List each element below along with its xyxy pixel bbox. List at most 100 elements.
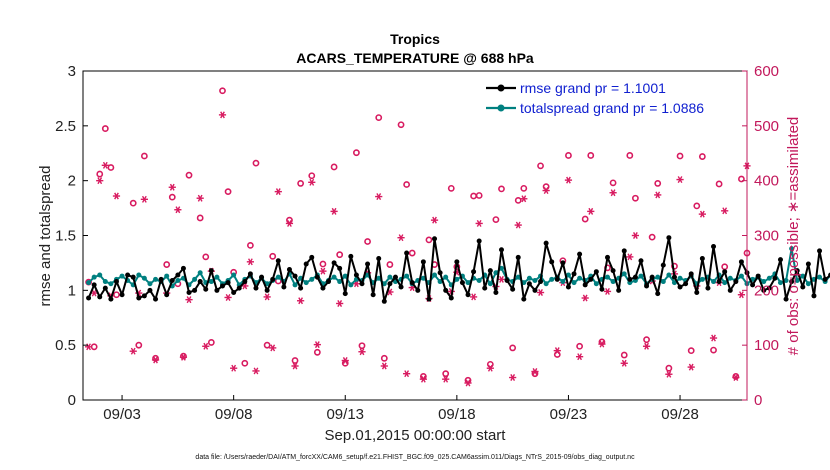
obs-possible-marker bbox=[693, 202, 701, 210]
rmse-point bbox=[320, 285, 326, 291]
rmse-point bbox=[465, 292, 471, 298]
obs-assimilated-marker bbox=[598, 340, 606, 348]
obs-assimilated-marker bbox=[520, 195, 528, 203]
rmse-point bbox=[789, 279, 795, 285]
obs-assimilated-stroke bbox=[677, 176, 683, 184]
totalspread-point bbox=[231, 272, 237, 278]
rmse-point bbox=[119, 292, 125, 298]
obs-assimilated-stroke bbox=[722, 207, 728, 215]
obs-possible-marker bbox=[358, 342, 366, 350]
rmse-point bbox=[716, 279, 722, 285]
obs-assimilated-marker bbox=[319, 267, 327, 275]
obs-possible-marker bbox=[380, 354, 388, 362]
rmse-point bbox=[225, 280, 231, 286]
obs-possible-marker bbox=[319, 260, 327, 268]
obs-assimilated-stroke bbox=[298, 297, 304, 305]
totalspread-point bbox=[147, 281, 153, 287]
rmse-point bbox=[532, 287, 538, 293]
legend: rmse grand pr = 1.1001 totalspread grand… bbox=[478, 76, 744, 120]
obs-assimilated-stroke bbox=[644, 342, 649, 350]
rmse-point bbox=[772, 275, 778, 281]
obs-assimilated-marker bbox=[620, 359, 628, 367]
obs-possible-marker bbox=[375, 114, 383, 122]
obs-assimilated-marker bbox=[179, 353, 188, 361]
obs-assimilated-stroke bbox=[359, 348, 365, 356]
rmse-point bbox=[694, 290, 700, 296]
obs-assimilated-stroke bbox=[247, 258, 253, 266]
obs-possible-marker bbox=[442, 370, 450, 378]
totalspread-point bbox=[621, 271, 627, 277]
obs-assimilated-marker bbox=[631, 232, 640, 239]
totalspread-point bbox=[777, 280, 783, 286]
rmse-point bbox=[794, 268, 800, 274]
obs-assimilated-marker bbox=[140, 195, 148, 203]
obs-possible-marker bbox=[665, 364, 673, 372]
obs-assimilated-stroke bbox=[627, 253, 633, 261]
obs-possible-marker bbox=[386, 261, 394, 268]
rmse-point bbox=[141, 293, 147, 299]
rmse-point bbox=[632, 274, 638, 280]
x-tick-label: 09/18 bbox=[438, 406, 476, 423]
rmse-point bbox=[727, 287, 733, 293]
rmse-point bbox=[638, 258, 644, 264]
x-tick-label: 09/13 bbox=[326, 406, 364, 423]
totalspread-point bbox=[136, 272, 142, 278]
obs-assimilated-stroke bbox=[420, 375, 426, 383]
totalspread-point bbox=[794, 277, 800, 283]
obs-possible-marker bbox=[241, 359, 249, 367]
totalspread-point bbox=[337, 279, 343, 285]
totalspread-point bbox=[677, 275, 683, 281]
totalspread-point bbox=[197, 270, 203, 276]
rmse-point bbox=[487, 268, 493, 274]
rmse-point bbox=[286, 266, 292, 272]
totalspread-point bbox=[532, 277, 538, 283]
obs-assimilated-marker bbox=[218, 111, 227, 119]
obs-assimilated-stroke bbox=[181, 353, 186, 361]
obs-assimilated-stroke bbox=[314, 341, 320, 349]
obs-possible-marker bbox=[475, 192, 483, 199]
rmse-point bbox=[593, 269, 599, 275]
totalspread-point bbox=[275, 274, 281, 280]
rmse-point bbox=[777, 257, 783, 263]
rmse-point bbox=[186, 290, 192, 296]
obs-assimilated-marker bbox=[464, 379, 472, 387]
obs-assimilated-marker bbox=[263, 293, 271, 301]
obs-assimilated-stroke bbox=[739, 291, 744, 299]
rmse-point bbox=[498, 247, 504, 253]
obs-possible-marker bbox=[202, 253, 210, 261]
rmse-point bbox=[605, 254, 611, 260]
rmse-point bbox=[208, 268, 214, 274]
y-left-tick-label: 2.5 bbox=[55, 118, 76, 135]
obs-assimilated-marker bbox=[168, 183, 176, 191]
obs-assimilated-marker bbox=[531, 368, 539, 375]
obs-possible-marker bbox=[308, 172, 316, 180]
rmse-point bbox=[699, 256, 705, 262]
obs-assimilated-marker bbox=[341, 357, 349, 365]
rmse-point bbox=[259, 274, 265, 280]
obs-assimilated-marker bbox=[358, 348, 366, 356]
obs-assimilated-stroke bbox=[432, 216, 437, 224]
rmse-point bbox=[722, 269, 728, 275]
legend-box bbox=[478, 76, 744, 120]
obs-possible-marker bbox=[470, 192, 477, 200]
obs-assimilated-marker bbox=[553, 347, 561, 355]
obs-assimilated-marker bbox=[196, 194, 204, 202]
totalspread-point bbox=[208, 279, 214, 285]
rmse-point bbox=[376, 256, 382, 262]
totalspread-point bbox=[761, 279, 767, 285]
obs-assimilated-marker bbox=[84, 343, 93, 351]
obs-assimilated-stroke bbox=[337, 300, 343, 307]
obs-assimilated-stroke bbox=[203, 342, 209, 350]
obs-assimilated-marker bbox=[419, 375, 427, 383]
totalspread-point bbox=[789, 246, 795, 252]
rmse-point bbox=[750, 282, 756, 288]
obs-possible-marker bbox=[107, 164, 115, 171]
rmse-point bbox=[197, 279, 203, 285]
obs-assimilated-stroke bbox=[521, 195, 527, 203]
obs-assimilated-stroke bbox=[577, 353, 583, 361]
rmse-point bbox=[437, 270, 443, 276]
rmse-point bbox=[521, 296, 527, 302]
totalspread-point bbox=[91, 274, 97, 280]
obs-assimilated-marker bbox=[576, 353, 584, 361]
